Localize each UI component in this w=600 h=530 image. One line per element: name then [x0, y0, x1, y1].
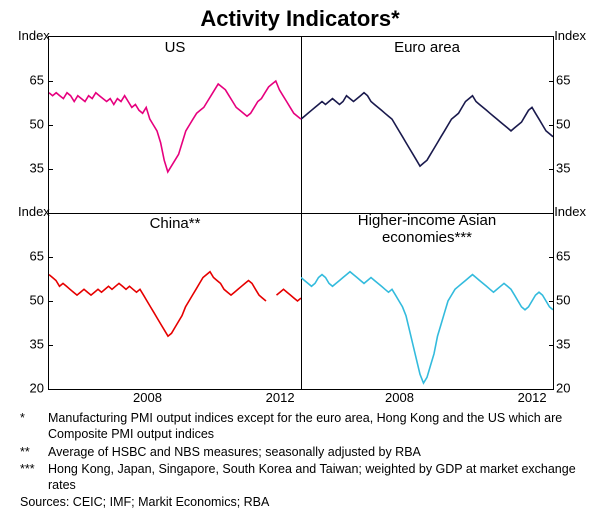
ytick: 50: [556, 117, 570, 132]
ytick: 35: [556, 161, 570, 176]
y-axis-label-tl: Index: [18, 28, 50, 43]
line-us: [49, 37, 301, 213]
footnote: ***Hong Kong, Japan, Singapore, South Ko…: [20, 461, 580, 494]
xtick: 2008: [133, 390, 162, 405]
ytick: 50: [4, 293, 44, 308]
ytick: 20: [4, 381, 44, 396]
xtick: 2012: [518, 390, 547, 405]
line-euro: [301, 37, 553, 213]
panel-us: US: [49, 37, 301, 213]
ytick: 20: [556, 381, 570, 396]
panel-asia: Higher-income Asianeconomies***: [301, 213, 553, 389]
ytick: 65: [556, 73, 570, 88]
panel-china: China**: [49, 213, 301, 389]
panel-euro: Euro area: [301, 37, 553, 213]
ytick: 35: [556, 337, 570, 352]
sources: Sources: CEIC; IMF; Markit Economics; RB…: [20, 494, 580, 510]
xtick: 2008: [385, 390, 414, 405]
y-axis-label-bl: Index: [18, 204, 50, 219]
y-axis-label-tr: Index: [554, 28, 586, 43]
line-asia: [301, 213, 553, 389]
y-axis-label-br: Index: [554, 204, 586, 219]
ytick: 35: [4, 337, 44, 352]
ytick: 65: [4, 73, 44, 88]
ytick: 65: [556, 249, 570, 264]
line-china: [49, 213, 301, 389]
footnote: **Average of HSBC and NBS measures; seas…: [20, 444, 580, 460]
ytick: 65: [4, 249, 44, 264]
ytick: 35: [4, 161, 44, 176]
footnotes: *Manufacturing PMI output indices except…: [20, 410, 580, 511]
xtick: 2012: [266, 390, 295, 405]
ytick: 50: [4, 117, 44, 132]
footnote: *Manufacturing PMI output indices except…: [20, 410, 580, 443]
chart-title: Activity Indicators*: [0, 0, 600, 34]
chart-grid: US Euro area China** Higher-income Asian…: [48, 36, 554, 390]
ytick: 50: [556, 293, 570, 308]
